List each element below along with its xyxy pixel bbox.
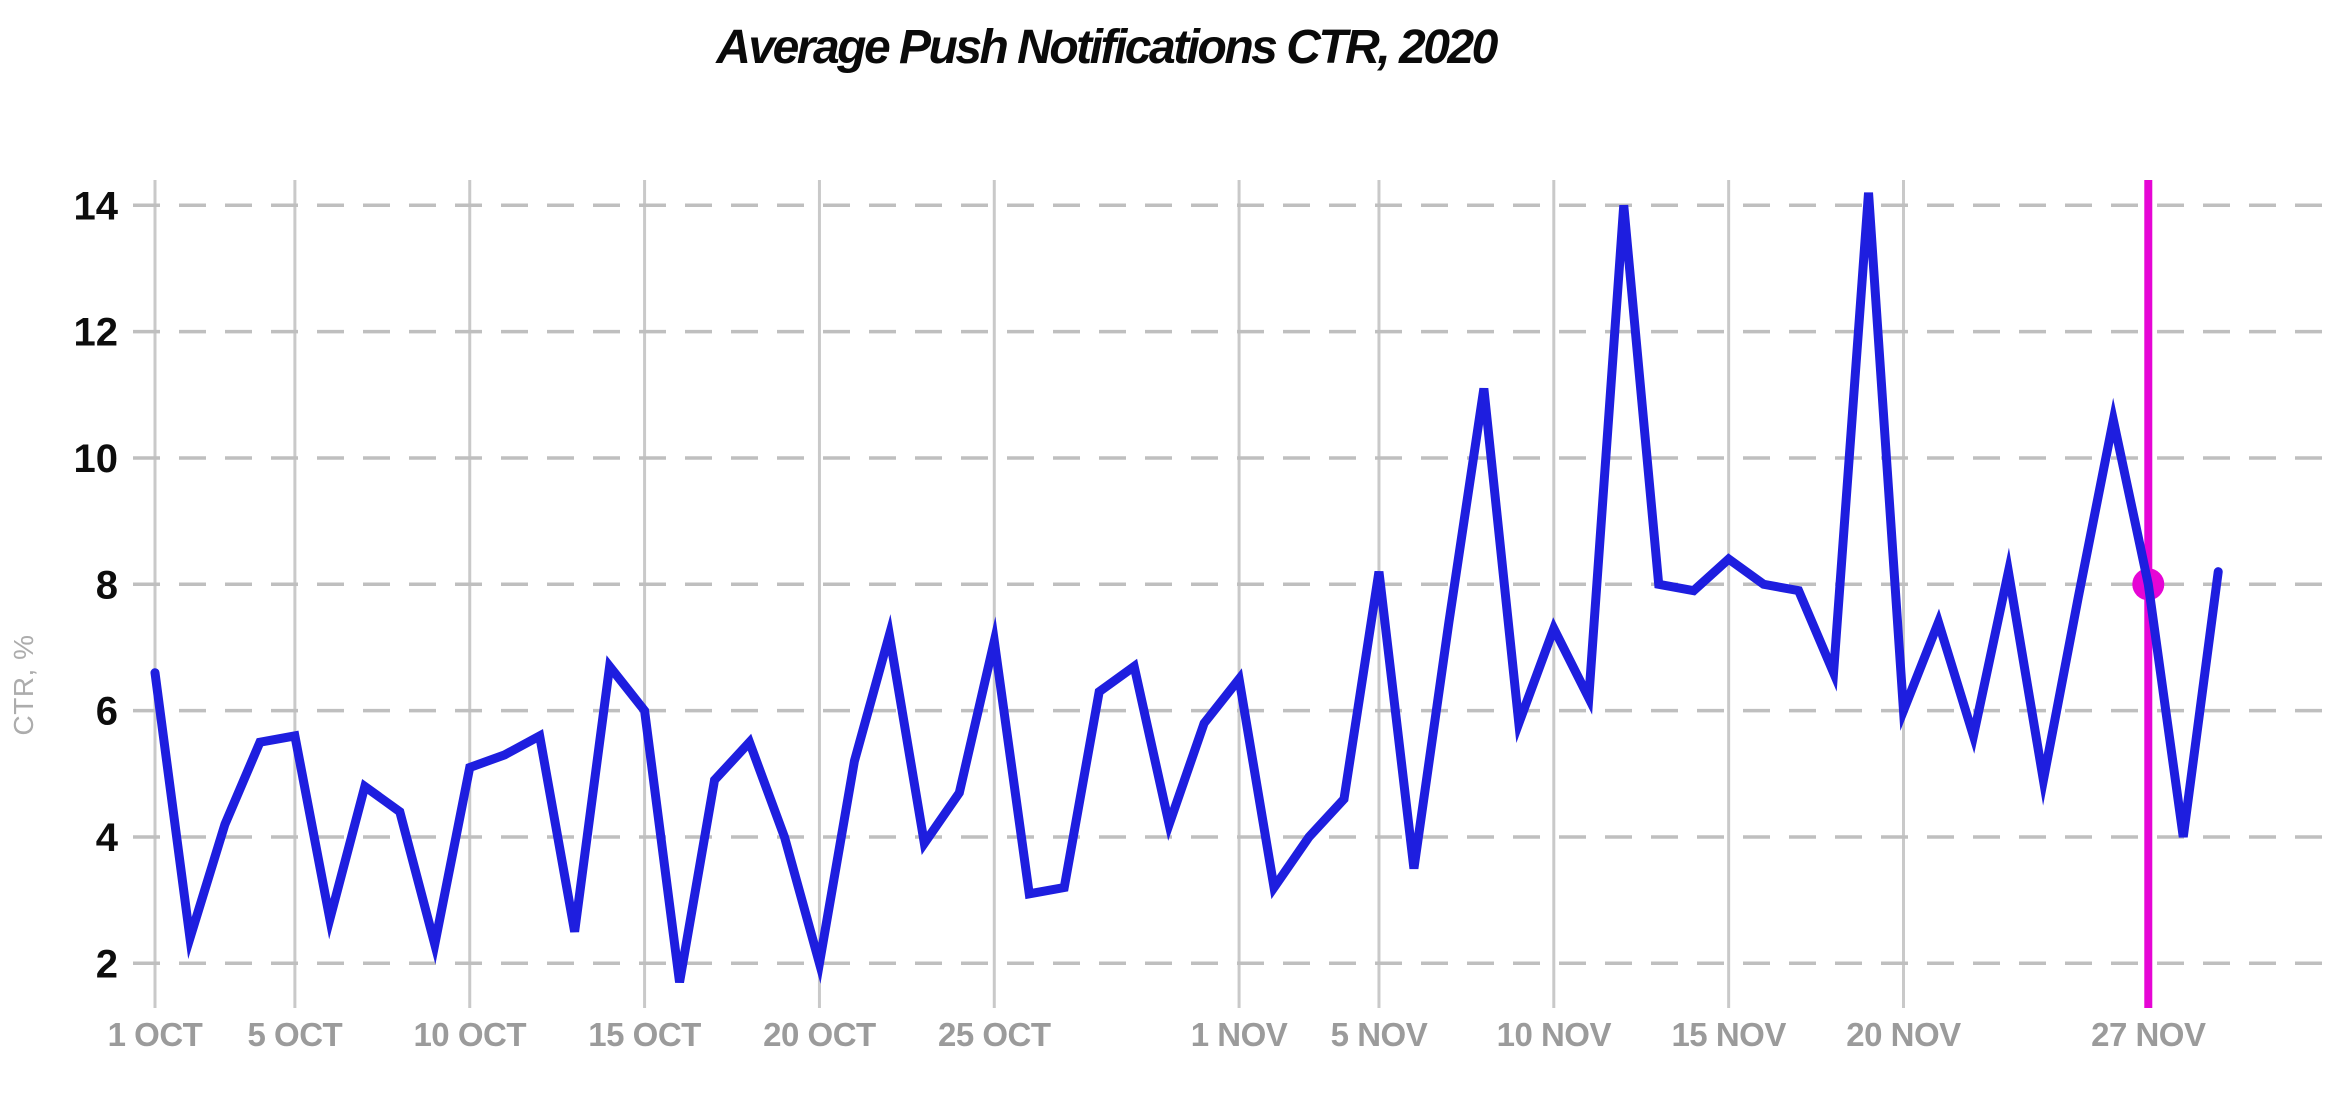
x-tick-label: 15 NOV [1671, 1016, 1786, 1053]
x-tick-label: 10 NOV [1497, 1016, 1612, 1053]
vertical-gridlines [153, 180, 1905, 1008]
x-tick-label: 5 OCT [248, 1016, 343, 1053]
y-tick-label: 12 [74, 311, 119, 355]
x-tick-label: 20 NOV [1846, 1016, 1961, 1053]
x-tick-labels: 1 OCT 5 OCT 10 OCT 15 OCT 20 OCT 25 OCT 1 NOV 5… [108, 1016, 2207, 1053]
y-tick-label: 2 [96, 942, 118, 986]
chart-title: Average Push Notifications CTR, 2020 [716, 21, 1498, 74]
x-tick-label: 25 OCT [938, 1016, 1051, 1053]
x-tick-label-highlighted: 27 NOV [2091, 1016, 2206, 1053]
y-tick-label: 8 [96, 563, 118, 607]
y-tick-labels: 2 4 6 8 10 12 14 [74, 184, 119, 986]
x-tick-label: 20 OCT [763, 1016, 876, 1053]
x-tick-label: 10 OCT [413, 1016, 526, 1053]
x-tick-label: 15 OCT [588, 1016, 701, 1053]
ctr-series-line [150, 192, 2223, 984]
y-tick-label: 6 [96, 690, 118, 734]
horizontal-gridlines [133, 203, 2330, 966]
y-tick-label: 14 [74, 184, 119, 228]
y-tick-label: 10 [74, 437, 119, 481]
x-tick-label: 1 NOV [1191, 1016, 1288, 1053]
x-tick-label: 5 NOV [1331, 1016, 1428, 1053]
series-group [150, 192, 2223, 984]
x-tick-label: 1 OCT [108, 1016, 203, 1053]
y-tick-label: 4 [96, 816, 119, 860]
